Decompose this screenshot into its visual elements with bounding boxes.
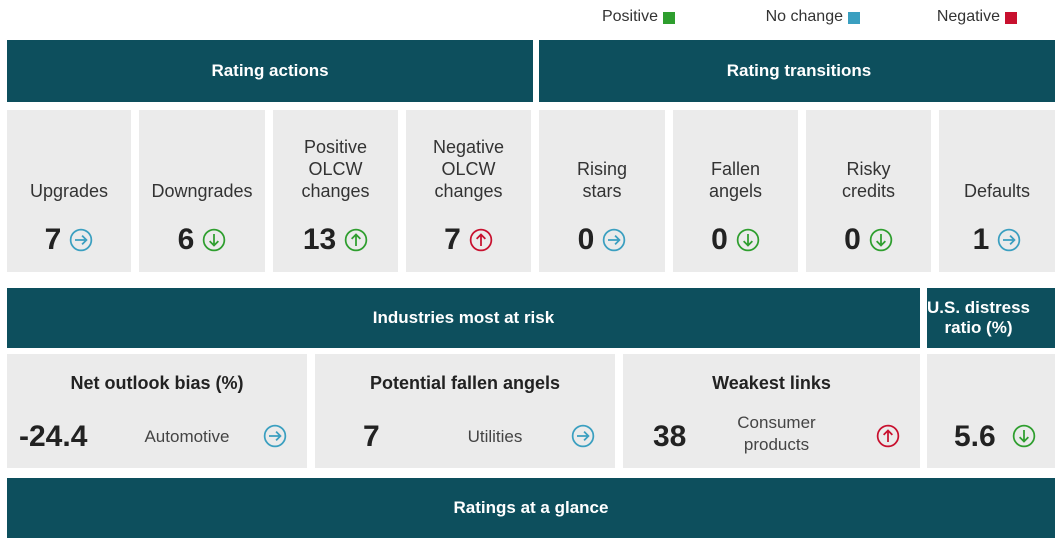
- trend-icon: [998, 228, 1021, 252]
- risk-industry: Consumer products: [737, 413, 816, 454]
- icon-wrap: [69, 228, 93, 252]
- risk-label: Net outlook bias (%): [70, 373, 244, 393]
- tile: Defaults 1: [939, 110, 1055, 272]
- trend-icon: [344, 228, 368, 252]
- section-header: Ratings at a glance: [7, 478, 1055, 538]
- tile-value: 7: [44, 223, 62, 256]
- trend-icon: [736, 228, 760, 252]
- icon-wrap: [469, 228, 493, 252]
- icon-wrap: [602, 228, 626, 252]
- tile-label: Negative OLCW changes: [432, 137, 505, 201]
- tile-label: Positive OLCW changes: [301, 137, 370, 201]
- icon-wrap: [736, 228, 760, 252]
- tile-value: 0: [711, 223, 728, 256]
- risk-label: Weakest links: [712, 373, 831, 393]
- risk-industry: Automotive: [144, 427, 230, 446]
- trend-icon: [203, 228, 226, 252]
- value-row: 7: [7, 220, 131, 260]
- tile: Negative OLCW changes 7: [406, 110, 531, 272]
- value-row: 13: [273, 220, 398, 260]
- tile-value: 7: [444, 223, 461, 256]
- tile-value: 0: [577, 223, 595, 256]
- trend-icon: [603, 228, 626, 252]
- distress-value: 5.6: [954, 420, 996, 453]
- legend-swatch: [1005, 12, 1017, 24]
- tile-value: 6: [177, 223, 195, 256]
- tile-label: Risky credits: [841, 159, 895, 201]
- tile-label: Fallen angels: [708, 159, 763, 201]
- tile-label: Rising stars: [576, 159, 628, 201]
- value-row: 0: [539, 220, 665, 260]
- section-header: U.S. distress ratio (%): [927, 288, 1055, 348]
- tile: Rising stars 0: [539, 110, 665, 272]
- risk-label: Potential fallen angels: [369, 373, 561, 393]
- tile: Upgrades 7: [7, 110, 131, 272]
- value-row: 6: [139, 220, 265, 260]
- tile: Positive OLCW changes 13: [273, 110, 398, 272]
- tile-value: 1: [972, 223, 990, 256]
- risk-value: 7: [363, 420, 380, 453]
- value-row: 7: [406, 220, 531, 260]
- tile: Downgrades 6: [139, 110, 265, 272]
- legend-label: Positive: [601, 8, 658, 25]
- legend-swatch: [848, 12, 860, 24]
- risk-industry: Utilities: [467, 427, 523, 446]
- icon-wrap: [344, 228, 368, 252]
- section-header: Industries most at risk: [7, 288, 920, 348]
- tile-label: Defaults: [963, 181, 1031, 201]
- trend-icon: [469, 228, 493, 252]
- tile-label: Downgrades: [151, 181, 253, 201]
- trend-icon: [869, 228, 893, 252]
- trend-icon: [70, 228, 93, 252]
- distress-tile: 5.6: [927, 354, 1055, 468]
- section-header: Rating transitions: [539, 40, 1055, 102]
- legend-label: No change: [765, 8, 843, 25]
- icon-wrap: [869, 228, 893, 252]
- value-row: 0: [673, 220, 798, 260]
- risk-tile: Weakest links 38 Consumer products: [623, 354, 920, 468]
- risk-tile: Net outlook bias (%) -24.4 Automotive: [7, 354, 307, 468]
- risk-value: -24.4: [19, 420, 88, 453]
- value-row: 1: [939, 220, 1055, 260]
- trend-icon: [263, 424, 287, 448]
- tile: Fallen angels 0: [673, 110, 798, 272]
- icon-wrap: [202, 228, 226, 252]
- trend-icon: [571, 424, 595, 448]
- legend-label: Negative: [936, 8, 1000, 25]
- value-row: 0: [806, 220, 931, 260]
- section-header: Rating actions: [7, 40, 533, 102]
- tile-value: 13: [302, 223, 337, 256]
- legend-swatch: [663, 12, 675, 24]
- trend-icon: [1012, 424, 1036, 448]
- tile-value: 0: [844, 223, 861, 256]
- tile-label: Upgrades: [29, 181, 109, 201]
- tile: Risky credits 0: [806, 110, 931, 272]
- icon-wrap: [997, 228, 1021, 252]
- risk-tile: Potential fallen angels 7 Utilities: [315, 354, 615, 468]
- trend-icon: [876, 424, 900, 448]
- risk-value: 38: [653, 420, 687, 453]
